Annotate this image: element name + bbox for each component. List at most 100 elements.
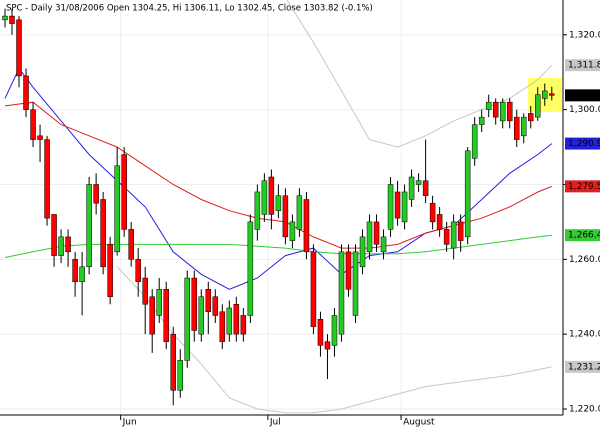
- candle-body: [499, 101, 506, 122]
- candle-body: [72, 259, 78, 283]
- x-tick-label: Jul: [269, 418, 281, 427]
- candle-body: [492, 101, 499, 118]
- candle-body: [58, 236, 64, 256]
- candle-body: [506, 101, 513, 122]
- candle-body: [359, 236, 366, 268]
- candle-body: [65, 236, 71, 253]
- value-label: 1,303.82: [568, 91, 600, 101]
- candle-body: [268, 176, 275, 215]
- indicator-line: [4, 234, 552, 258]
- candle-body: [198, 296, 205, 335]
- candle-body: [16, 19, 22, 77]
- value-label: 1,311.89: [568, 61, 600, 71]
- candle-body: [289, 221, 296, 241]
- y-tick-label: 1,260.0: [569, 255, 600, 265]
- candle-body: [177, 360, 183, 391]
- candle-body: [205, 289, 212, 312]
- value-label: 1,266.45: [568, 231, 600, 241]
- candle-body: [219, 311, 226, 342]
- plot: [2, 0, 555, 414]
- candle-body: [436, 214, 443, 230]
- candle-body: [121, 154, 127, 230]
- candle-body: [128, 229, 134, 260]
- value-label-box: [565, 59, 600, 72]
- candle-body: [549, 93, 555, 96]
- candle-body: [233, 303, 240, 335]
- candle-body: [149, 296, 155, 335]
- candle-body: [79, 266, 85, 283]
- candle-body: [23, 75, 29, 110]
- candle-body: [163, 289, 169, 342]
- candle-body: [387, 184, 394, 230]
- candle-body: [37, 135, 43, 140]
- candle-body: [415, 180, 422, 185]
- candle-body: [156, 289, 162, 316]
- candle-body: [429, 202, 436, 223]
- candle-body: [331, 315, 338, 346]
- y-tick-label: 1,300.0: [569, 105, 600, 115]
- value-label-box: [565, 89, 600, 102]
- candle-body: [114, 165, 120, 253]
- candle-body: [422, 180, 429, 196]
- candle-body: [303, 199, 310, 253]
- candle-body: [2, 15, 8, 21]
- candle-body: [478, 116, 485, 125]
- value-label-box: [565, 229, 600, 242]
- candle-body: [464, 150, 471, 238]
- value-label-box: [565, 360, 600, 373]
- candle-body: [373, 221, 380, 245]
- candle-body: [528, 113, 534, 122]
- candle-body: [261, 180, 268, 215]
- y-tick-label: 1,220.0: [569, 405, 600, 415]
- indicator-line: [116, 266, 552, 414]
- candle-body: [457, 221, 464, 241]
- candle-body: [450, 221, 457, 249]
- chart-title: SPC - Daily 31/08/2006 Open 1304.25, Hi …: [6, 4, 373, 14]
- candle-body: [226, 307, 233, 335]
- candle-body: [247, 221, 254, 316]
- candle-body: [212, 296, 219, 316]
- candle-body: [107, 244, 113, 297]
- candle-body: [345, 251, 352, 290]
- value-label-box: [565, 180, 600, 193]
- candle-body: [240, 315, 247, 335]
- candle-body: [394, 191, 401, 219]
- candle-body: [296, 195, 303, 230]
- y-tick-label: 1,240.0: [569, 330, 600, 340]
- candle-body: [520, 116, 527, 137]
- candle-body: [275, 195, 282, 211]
- candle-body: [471, 124, 478, 159]
- candle-body: [30, 109, 36, 140]
- candle-body: [401, 191, 408, 223]
- candle-body: [9, 15, 15, 24]
- candle-body: [310, 251, 317, 327]
- candle-body: [44, 139, 50, 219]
- y-tick-label: 1,320.0: [569, 30, 600, 40]
- candle-body: [443, 229, 450, 245]
- candle-body: [142, 277, 148, 305]
- value-label: 1,231.26: [568, 362, 600, 372]
- candle-body: [254, 191, 261, 230]
- candle-body: [408, 176, 415, 200]
- candle-body: [366, 221, 373, 253]
- candle-body: [338, 251, 345, 335]
- candle-body: [513, 116, 520, 140]
- candle-body: [100, 199, 106, 268]
- x-tick-label: August: [403, 418, 435, 427]
- candle-body: [282, 195, 289, 238]
- indicator-line: [286, 0, 553, 148]
- candle-body: [535, 94, 541, 118]
- candle-body: [317, 318, 324, 346]
- candle-body: [485, 101, 492, 110]
- value-label: 1,279.50: [568, 182, 600, 192]
- candle-body: [352, 251, 359, 316]
- candle-body: [184, 277, 191, 361]
- candle-body: [170, 333, 176, 391]
- candle-body: [135, 259, 141, 283]
- x-tick-label: Jun: [122, 418, 137, 427]
- candle-body: [51, 214, 57, 256]
- candle-body: [324, 341, 331, 350]
- candle-body: [191, 277, 198, 331]
- candle-body: [380, 236, 387, 253]
